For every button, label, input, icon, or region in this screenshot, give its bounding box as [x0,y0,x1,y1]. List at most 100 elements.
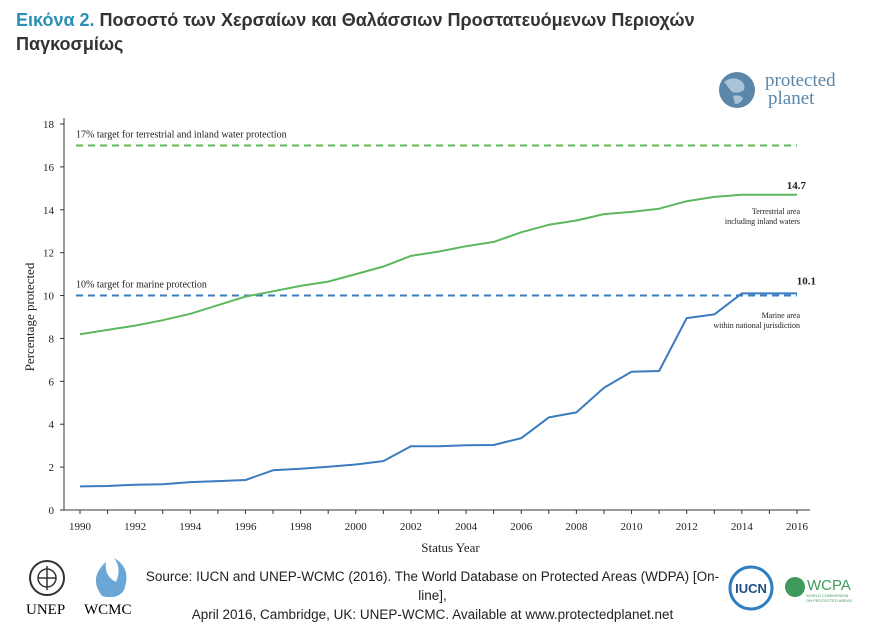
wcmc-logo-text: WCMC [84,602,132,618]
data-point [520,231,522,233]
terrestrial-series-label: including inland waters [725,217,800,226]
wcpa-logo-sub2: ON PROTECTED AREAS [806,598,853,603]
data-point [741,292,743,294]
data-point [493,241,495,243]
data-point [107,485,109,487]
data-point [355,273,357,275]
axes: 0 2 4 6 8 10 12 14 16 18 1990 1992 1994 1996 1998 2000 2… [22,118,810,555]
data-point [438,251,440,253]
marine-series-label: within national jurisdiction [713,321,800,330]
source-line2: April 2016, Cambridge, UK: UNEP-WCMC. Av… [191,607,674,622]
data-point [162,319,164,321]
data-point [300,285,302,287]
wcpa-logo-sub1: WORLD COMMISSION [806,593,848,598]
source-line1: Source: IUCN and UNEP-WCMC (2016). The W… [145,569,720,603]
wcpa-logo: WCPA WORLD COMMISSION ON PROTECTED AREAS [785,577,853,603]
data-point [79,333,81,335]
x-tick-label: 2002 [400,521,422,533]
data-point [575,411,577,413]
target-line-label: 10% target for marine protection [76,280,207,291]
data-point [189,313,191,315]
data-point [272,290,274,292]
data-point [217,480,219,482]
data-point [713,196,715,198]
marine-end-label: 10.1 [797,275,816,287]
y-tick-label: 10 [43,291,55,303]
data-point [520,437,522,439]
terrestrial-series-label: Terrestrial area [752,207,801,216]
x-tick-label: 1996 [234,521,257,533]
x-tick-label: 2004 [455,521,478,533]
data-point [134,484,136,486]
data-point [107,329,109,331]
wcpa-emblem-icon [785,577,805,597]
iucn-logo: IUCN [728,565,774,611]
data-point [686,317,688,319]
iucn-logo-text: IUCN [735,581,767,596]
figure-title-line1: Ποσοστό των Χερσαίων και Θαλάσσιων Προστ… [99,10,695,30]
y-tick-label: 6 [49,376,55,388]
source-note: Source: IUCN and UNEP-WCMC (2016). The W… [135,567,730,624]
x-tick-label: 1990 [69,521,92,533]
x-tick-label: 2008 [565,521,588,533]
data-point [382,460,384,462]
data-point [741,194,743,196]
data-point [631,371,633,373]
data-point [217,304,219,306]
marine-series-label: Marine area [762,311,801,320]
y-tick-label: 8 [49,333,55,345]
data-point [410,255,412,257]
x-tick-label: 2012 [676,521,698,533]
data-point [603,387,605,389]
data-point [272,469,274,471]
protected-planet-logo: protected planet [719,70,836,109]
data-point [548,416,550,418]
terrestrial-end-label: 14.7 [787,180,807,192]
unep-logo-text: UNEP [26,602,65,618]
data-point [355,464,357,466]
data-point [575,220,577,222]
x-tick-label: 2016 [786,521,809,533]
x-axis-title: Status Year [421,540,480,555]
data-point [493,444,495,446]
data-point [438,445,440,447]
y-tick-label: 4 [49,419,55,431]
series-line [79,292,797,488]
data-point [327,466,329,468]
protected-planet-logo-line2: planet [768,88,815,109]
data-point [189,481,191,483]
data-point [796,194,798,196]
reference-lines: 17% target for terrestrial and inland wa… [76,129,797,297]
data-point [300,468,302,470]
data-point [796,292,798,294]
y-tick-label: 0 [49,505,55,517]
figure-label: Εικόνα 2. [16,10,95,30]
data-point [713,313,715,315]
y-tick-label: 2 [49,462,55,474]
x-tick-label: 1998 [290,521,313,533]
x-tick-label: 2010 [621,521,644,533]
data-point [768,292,770,294]
target-line-label: 17% target for terrestrial and inland wa… [76,129,287,140]
x-tick-label: 2000 [345,521,368,533]
data-point [631,211,633,213]
y-tick-label: 16 [43,162,55,174]
data-point [603,213,605,215]
data-point [382,266,384,268]
y-tick-label: 14 [43,205,55,217]
data-point [548,224,550,226]
data-point [465,444,467,446]
data-point [768,194,770,196]
x-tick-label: 1994 [179,521,202,533]
x-tick-label: 1992 [124,521,146,533]
y-tick-label: 18 [43,119,55,131]
data-point [410,445,412,447]
y-axis-title: Percentage protected [22,262,37,371]
data-point [658,208,660,210]
y-tick-label: 12 [43,248,54,260]
protected-planet-logo-line1: protected [765,70,836,91]
series-line [79,193,797,336]
x-tick-label: 2006 [510,521,533,533]
